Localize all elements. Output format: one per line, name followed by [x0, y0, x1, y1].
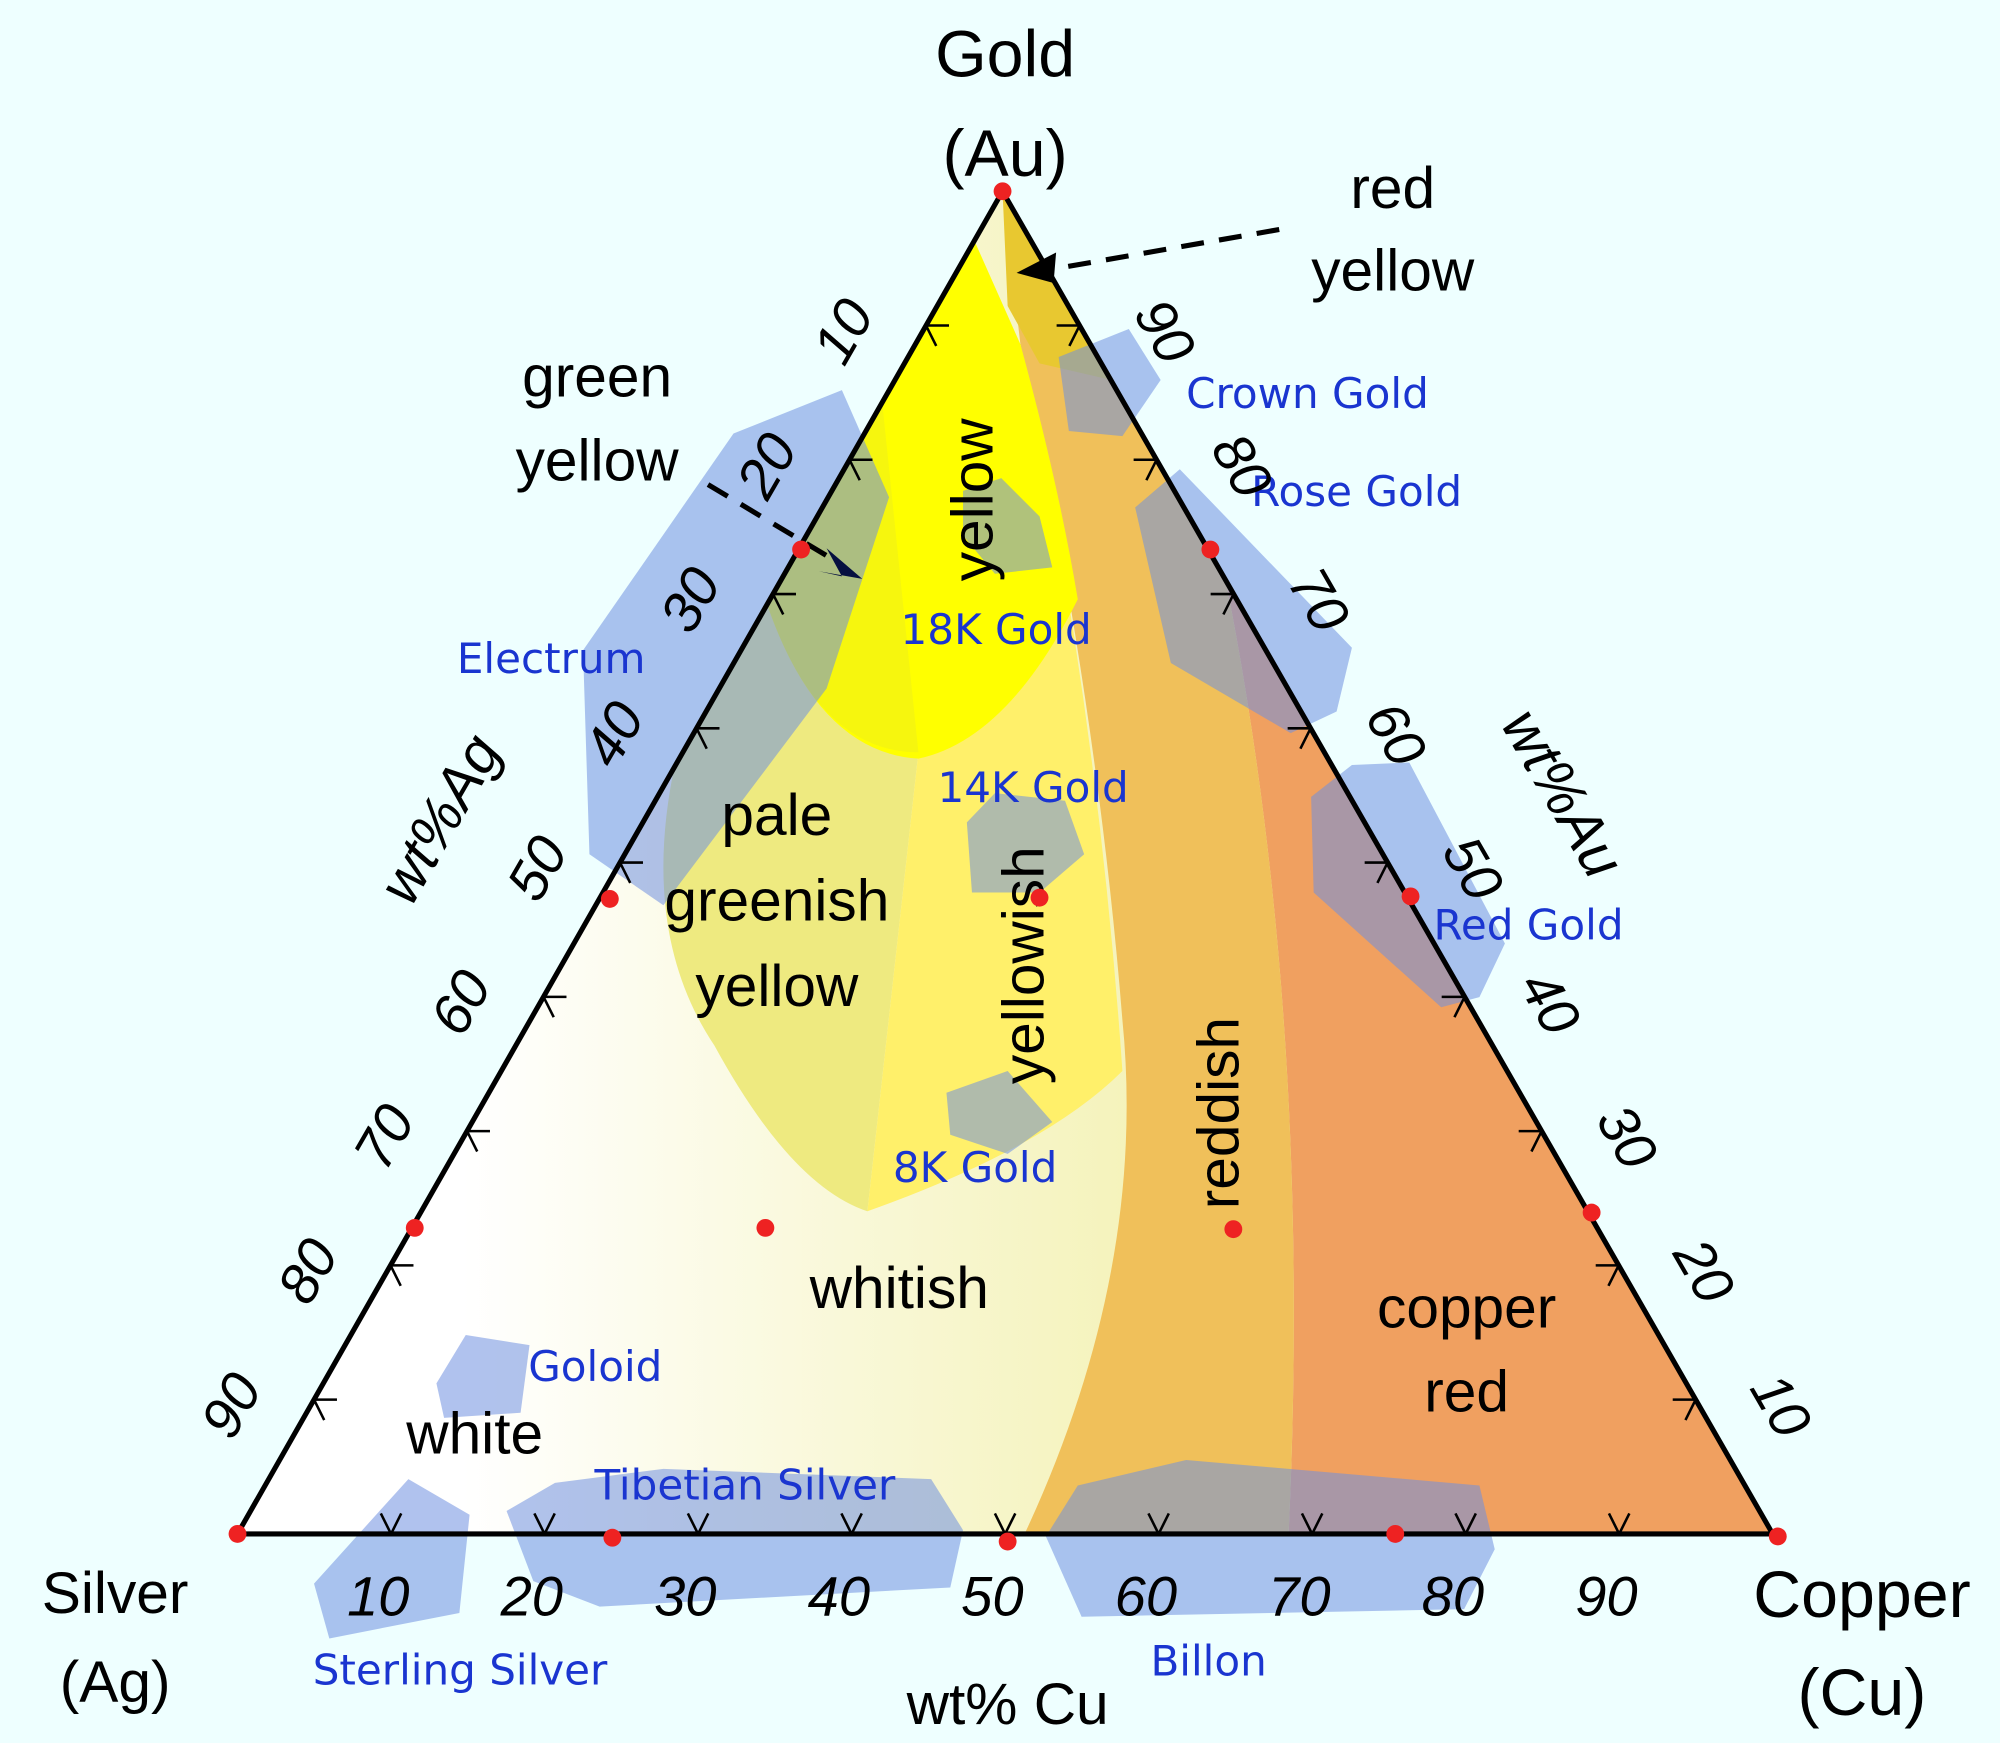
tick-mark-right: [1518, 1129, 1543, 1153]
composition-marker: [998, 1532, 1017, 1551]
vertex-silver-symbol: (Ag): [60, 1650, 171, 1715]
tick-mark-left: [771, 592, 796, 616]
alloy-8k-gold: 8K Gold: [893, 1143, 1057, 1192]
tick-mark-left: [389, 1264, 414, 1287]
tick-mark-bottom: [533, 1512, 556, 1535]
composition-marker: [405, 1218, 424, 1237]
label-white: white: [405, 1402, 543, 1467]
alloy-18k-gold: 18K Gold: [901, 605, 1092, 654]
composition-marker: [1030, 888, 1049, 907]
alloy-red-gold: Red Gold: [1434, 901, 1624, 950]
composition-marker: [1201, 540, 1220, 559]
alloy-goloid: Goloid: [528, 1342, 662, 1391]
label-copper-red-1: copper: [1377, 1275, 1556, 1340]
composition-marker: [600, 889, 619, 908]
tick-mark-left: [465, 1129, 490, 1153]
alloy-sterling-silver: Sterling Silver: [313, 1645, 608, 1694]
label-yellow: yellow: [940, 418, 1005, 582]
tick-label-cu: 70: [1268, 1564, 1330, 1627]
composition-marker: [1401, 887, 1420, 906]
alloy-rose-gold: Rose Gold: [1251, 467, 1462, 516]
patch-tibetian-silver: [506, 1468, 964, 1607]
tick-label-cu: 40: [808, 1564, 870, 1627]
tick-label-cu: 50: [961, 1564, 1023, 1627]
composition-marker: [792, 540, 811, 559]
tick-mark-left: [924, 324, 949, 347]
tick-mark-left: [542, 995, 567, 1018]
composition-marker: [1386, 1524, 1405, 1543]
tick-mark-right: [1672, 1398, 1697, 1421]
patch-14k-gold: [966, 793, 1085, 893]
tick-mark-bottom: [1454, 1512, 1477, 1535]
patch-red-gold: [1311, 762, 1505, 1008]
composition-marker: [993, 182, 1012, 201]
vertex-copper-name: Copper: [1753, 1558, 1970, 1632]
tick-mark-bottom: [1607, 1512, 1631, 1535]
patch-18k-gold: [963, 478, 1053, 574]
vertex-silver-name: Silver: [42, 1561, 189, 1626]
alloy-electrum: Electrum: [457, 634, 646, 683]
patch-goloid: [436, 1334, 530, 1418]
tick-mark-right: [1056, 324, 1081, 347]
label-pale-greenish-yellow-1: pale: [721, 783, 832, 848]
tick-mark-bottom: [993, 1512, 1017, 1535]
tick-mark-left: [695, 727, 720, 750]
label-green-yellow-1: green: [522, 345, 672, 410]
composition-marker: [603, 1528, 622, 1547]
tick-label-cu: 10: [347, 1564, 409, 1627]
alloy-tibetian-silver: Tibetian Silver: [594, 1460, 896, 1509]
label-yellowish: yellowish: [991, 846, 1056, 1084]
composition-marker: [228, 1524, 247, 1543]
patch-8k-gold: [946, 1071, 1053, 1154]
pointer-arrows: [706, 226, 1280, 579]
alloy-billon: Billon: [1150, 1636, 1266, 1685]
tick-mark-right: [1441, 995, 1466, 1018]
axis-title-cu: wt% Cu: [906, 1672, 1109, 1737]
vertex-gold-name: Gold: [935, 18, 1075, 92]
tick-mark-left: [618, 861, 643, 884]
alloy-14k-gold: 14K Gold: [938, 763, 1129, 812]
tick-mark-right: [1595, 1264, 1620, 1287]
composition-marker: [1224, 1220, 1243, 1239]
label-reddish: reddish: [1186, 1017, 1251, 1209]
label-whitish: whitish: [809, 1256, 989, 1321]
patch-electrum: [583, 390, 890, 906]
alloy-crown-gold: Crown Gold: [1186, 369, 1429, 418]
tick-label-cu: 80: [1422, 1564, 1484, 1627]
tick-mark-right: [1364, 861, 1389, 884]
label-copper-red-2: red: [1424, 1359, 1509, 1424]
tick-mark-bottom: [686, 1512, 710, 1535]
label-pale-greenish-yellow-3: yellow: [695, 954, 859, 1019]
patch-rose-gold: [1135, 469, 1352, 734]
tick-mark-bottom: [1147, 1512, 1170, 1535]
tick-label-cu: 20: [500, 1564, 563, 1627]
label-pale-greenish-yellow-2: greenish: [664, 869, 889, 934]
patch-billon: [1045, 1459, 1495, 1617]
region-reddish: [1002, 191, 1294, 1534]
tick-marks: [312, 324, 1697, 1535]
tick-mark-right: [1133, 458, 1158, 481]
composition-marker: [1768, 1527, 1787, 1546]
tick-mark-right: [1287, 727, 1312, 750]
tick-mark-bottom: [1300, 1512, 1324, 1535]
patch-sterling-silver: [314, 1479, 470, 1639]
tick-mark-right: [1210, 592, 1235, 616]
tick-label-cu: 30: [654, 1564, 716, 1627]
composition-marker: [756, 1218, 775, 1237]
label-red-yellow-1: red: [1350, 156, 1435, 221]
composition-marker: [1582, 1203, 1601, 1222]
tick-mark-bottom: [840, 1512, 863, 1535]
tick-label-cu: 60: [1115, 1564, 1177, 1627]
label-green-yellow-2: yellow: [516, 429, 680, 494]
label-red-yellow-2: yellow: [1311, 239, 1475, 304]
vertex-gold-symbol: (Au): [942, 117, 1067, 191]
tick-mark-left: [848, 458, 873, 481]
tick-mark-left: [312, 1398, 337, 1421]
tick-label-cu: 90: [1575, 1564, 1637, 1627]
vertex-copper-symbol: (Cu): [1797, 1656, 1926, 1730]
tick-mark-bottom: [379, 1512, 403, 1535]
